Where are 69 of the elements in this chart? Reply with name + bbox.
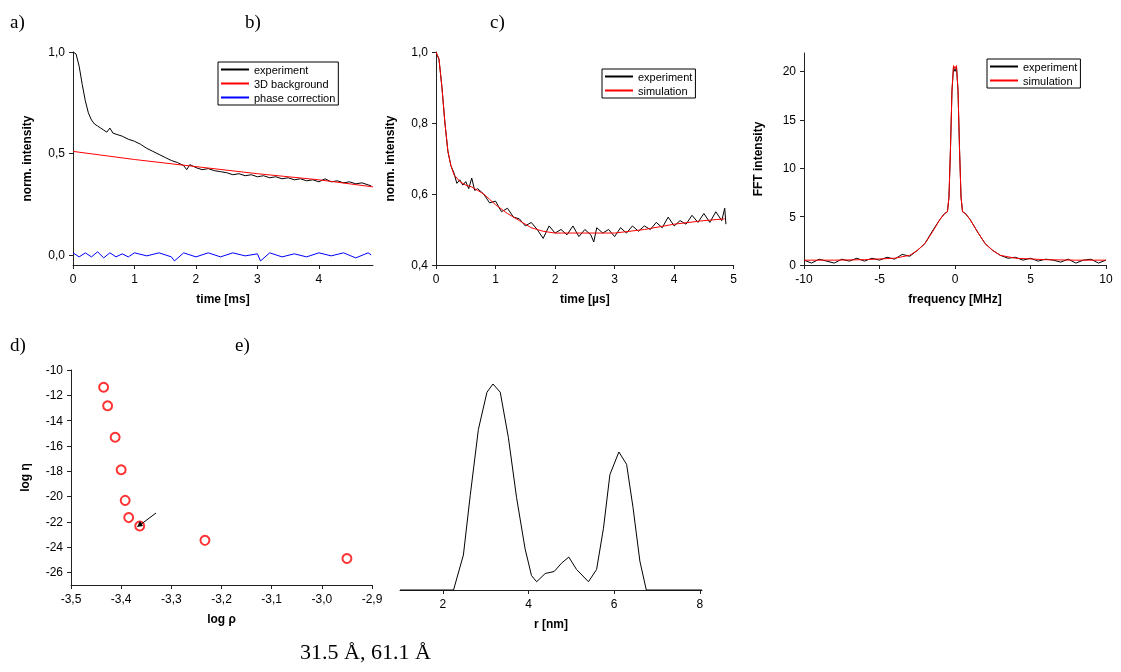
y-tick-label: 5	[789, 209, 797, 224]
text: d)	[10, 334, 26, 356]
x-tick-label: 3	[254, 272, 262, 286]
legend-label: simulation	[638, 84, 688, 97]
y-tick-label: -22	[45, 514, 64, 529]
text: e)	[235, 334, 250, 356]
y-tick-label: -18	[45, 464, 64, 479]
legend-label: experiment	[254, 63, 309, 76]
x-tick-label: 6	[610, 597, 618, 611]
x-axis-title: r [nm]	[534, 617, 568, 631]
legend-label: phase correction	[254, 91, 336, 104]
y-tick-label: 0,5	[48, 146, 66, 161]
legend-label: experiment	[638, 70, 693, 83]
x-tick-label: 4	[525, 597, 533, 611]
x-axis-title: log ρ	[207, 612, 236, 626]
y-tick-label: 0,4	[411, 258, 429, 272]
text: a)	[10, 11, 25, 33]
y-tick-label: -14	[45, 413, 64, 428]
y-axis-title: norm. intensity	[20, 115, 34, 202]
x-tick-label: -3,4	[110, 592, 132, 606]
y-tick-label: 1,0	[48, 45, 66, 59]
x-tick-label: -3,2	[211, 592, 233, 606]
y-axis-title: log η	[18, 463, 32, 492]
x-axis-title: frequency [MHz]	[908, 292, 1002, 306]
x-tick-label: -3,3	[160, 592, 182, 606]
y-tick-label: 15	[782, 112, 797, 127]
y-axis-title: norm. intensity	[383, 115, 397, 202]
y-tick-label: 0	[789, 258, 797, 272]
x-tick-label: 0	[69, 272, 77, 286]
x-tick-label: 0	[432, 272, 440, 286]
y-tick-label: 0,8	[411, 116, 429, 130]
x-tick-label: 3	[611, 272, 619, 286]
x-axis-title: time [ms]	[196, 292, 250, 306]
y-tick-label: 10	[782, 161, 797, 176]
x-tick-label: -3,0	[311, 592, 333, 606]
y-tick-label: -20	[45, 489, 64, 504]
y-tick-label: -12	[45, 388, 64, 403]
text: b)	[245, 11, 261, 33]
y-tick-label: 0,6	[411, 187, 429, 201]
legend-label: 3D background	[254, 77, 329, 90]
y-tick-label: 1,0	[411, 45, 429, 59]
y-tick-label: 20	[782, 64, 797, 79]
text: c)	[490, 11, 505, 33]
x-tick-label: 5	[730, 272, 738, 286]
x-tick-label: 4	[315, 272, 323, 286]
x-tick-label: -2,9	[361, 592, 383, 606]
x-tick-label: 1	[492, 272, 500, 286]
y-axis-title: FFT intensity	[751, 121, 765, 197]
y-tick-label: -10	[45, 363, 64, 377]
legend-label: experiment	[1023, 60, 1078, 73]
x-axis-title: time [µs]	[560, 292, 610, 306]
y-tick-label: -26	[45, 565, 64, 580]
x-tick-label: 8	[696, 597, 704, 611]
x-tick-label: 0	[951, 272, 959, 286]
text: 31.5 Å, 61.1 Å	[300, 638, 431, 664]
x-tick-label: -5	[874, 272, 886, 286]
y-tick-label: -16	[45, 438, 64, 453]
x-tick-label: 5	[1027, 272, 1035, 286]
legend-label: simulation	[1023, 74, 1073, 87]
x-tick-label: 10	[1099, 272, 1113, 286]
x-tick-label: -3,1	[261, 592, 283, 606]
y-tick-label: 0,0	[48, 247, 66, 262]
x-tick-label: 2	[439, 597, 447, 611]
x-tick-label: 2	[551, 272, 559, 286]
x-tick-label: 1	[131, 272, 139, 286]
y-tick-label: -24	[45, 540, 64, 555]
x-tick-label: 2	[192, 272, 200, 286]
x-tick-label: -3,5	[60, 592, 82, 606]
x-tick-label: 4	[670, 272, 678, 286]
